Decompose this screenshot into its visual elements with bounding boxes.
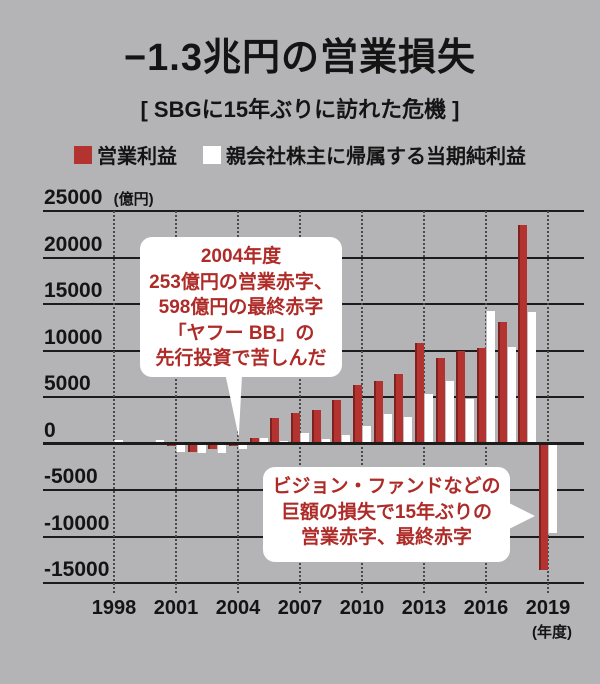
annotation-line: 253億円の営業赤字、 bbox=[149, 271, 333, 293]
bar-operating-2010 bbox=[353, 384, 362, 444]
bar-operating-2014 bbox=[435, 358, 445, 444]
bar-net-2001 bbox=[176, 443, 185, 452]
y-axis-label: 20000 bbox=[44, 232, 103, 256]
annotation-yahoo-bb: 2004年度 253億円の営業赤字、 598億円の最終赤字 「ヤフー BB」の … bbox=[140, 237, 342, 377]
gridline bbox=[43, 210, 584, 212]
bar-net-2018 bbox=[527, 312, 537, 444]
y-axis-label: 15000 bbox=[44, 279, 103, 302]
bar-net-2014 bbox=[444, 381, 454, 444]
bar-net-1998 bbox=[114, 440, 123, 444]
bar-net-2016 bbox=[486, 310, 495, 444]
x-axis-label: 2007 bbox=[277, 597, 323, 619]
y-axis-label: 25000 (億円) bbox=[44, 186, 154, 209]
y-axis-label: -5000 bbox=[44, 465, 98, 488]
annotation-line: 598億円の最終赤字 bbox=[158, 297, 324, 318]
page-title: −1.3兆円の営業損失 bbox=[123, 37, 477, 79]
bar-operating-2012 bbox=[394, 374, 404, 444]
bar-net-2010 bbox=[362, 425, 371, 444]
x-axis-unit: (年度) bbox=[532, 624, 572, 641]
bar-operating-2005 bbox=[249, 437, 259, 444]
y-axis-label: 0 bbox=[44, 418, 56, 442]
bar-operating-2017 bbox=[497, 322, 507, 444]
bar-net-2002 bbox=[196, 443, 206, 453]
y-axis-label: -15000 bbox=[44, 558, 110, 581]
year-gridline bbox=[361, 211, 363, 593]
x-axis-label: 2016 bbox=[463, 597, 509, 619]
bar-operating-2006 bbox=[270, 418, 280, 444]
legend-swatch-operating-profit bbox=[74, 145, 92, 164]
bar-net-2007 bbox=[300, 433, 309, 444]
bar-net-2013 bbox=[424, 394, 433, 444]
bar-operating-2008 bbox=[311, 410, 321, 444]
year-gridline bbox=[299, 211, 301, 593]
bar-net-2005 bbox=[258, 438, 268, 444]
bar-operating-2002 bbox=[187, 443, 197, 453]
legend-swatch-net-income bbox=[203, 145, 221, 164]
annotation-line: 営業赤字、最終赤字 bbox=[300, 527, 472, 548]
bar-net-2009 bbox=[341, 434, 351, 444]
annotation-line: ビジョン・ファンドなどの bbox=[272, 476, 501, 497]
bar-net-2015 bbox=[465, 399, 475, 444]
legend-label-operating-profit: 営業利益 bbox=[97, 146, 177, 168]
bar-operating-2013 bbox=[415, 342, 424, 444]
gridline bbox=[43, 582, 584, 584]
legend-item-net-income: 親会社株主に帰属する当期純利益 bbox=[203, 140, 526, 169]
bar-net-2019 bbox=[548, 443, 557, 533]
gridline bbox=[43, 396, 584, 398]
bar-net-2011 bbox=[382, 414, 392, 444]
annotation-vision-fund: ビジョン・ファンドなどの 巨額の損失で15年ぶりの 営業赤字、最終赤字 bbox=[263, 467, 510, 562]
x-axis-zero-line bbox=[43, 442, 584, 445]
bar-net-2004 bbox=[238, 443, 247, 450]
bar-operating-2009 bbox=[332, 400, 342, 444]
bar-net-2008 bbox=[320, 439, 330, 444]
annotation-line: 先行投資で苦しんだ bbox=[155, 348, 327, 369]
bar-operating-2003 bbox=[208, 443, 218, 449]
bar-net-2000 bbox=[155, 440, 165, 444]
bar-net-2012 bbox=[403, 416, 413, 444]
legend-label-net-income: 親会社株主に帰属する当期純利益 bbox=[226, 146, 526, 168]
annotation-line: 「ヤフー BB」の bbox=[167, 322, 315, 344]
bar-operating-2011 bbox=[373, 380, 383, 444]
x-axis-label: 2010 bbox=[339, 597, 385, 619]
bar-net-2017 bbox=[506, 346, 516, 444]
year-gridline bbox=[547, 211, 549, 593]
year-gridline bbox=[113, 211, 115, 593]
bar-operating-2015 bbox=[456, 350, 466, 444]
x-axis-label: 2001 bbox=[153, 597, 199, 619]
bar-operating-2019 bbox=[539, 443, 548, 571]
chart-subtitle: [ SBGに15年ぶりに訪れた危機 ] bbox=[140, 97, 460, 122]
y-axis-label: 5000 bbox=[44, 372, 91, 395]
bar-operating-2007 bbox=[291, 413, 300, 444]
bar-net-2003 bbox=[217, 443, 227, 454]
bar-operating-2018 bbox=[518, 224, 528, 444]
x-axis-label: 2019 bbox=[525, 597, 571, 619]
legend-item-operating-profit: 営業利益 bbox=[74, 140, 177, 169]
y-axis-unit: (億円) bbox=[109, 191, 154, 208]
legend: 営業利益 親会社株主に帰属する当期純利益 bbox=[0, 140, 600, 169]
x-axis-label: 1998 bbox=[91, 597, 137, 619]
x-axis-label: 2004 bbox=[215, 597, 261, 619]
y-axis-label: 10000 bbox=[44, 325, 103, 349]
x-axis-label: 2013 bbox=[401, 597, 447, 619]
year-gridline bbox=[175, 211, 177, 593]
y-axis-label: -10000 bbox=[44, 511, 110, 535]
bar-operating-2016 bbox=[477, 348, 486, 444]
annotation-line: 2004年度 bbox=[200, 246, 282, 267]
annotation-line: 巨額の損失で15年ぶりの bbox=[280, 501, 493, 523]
